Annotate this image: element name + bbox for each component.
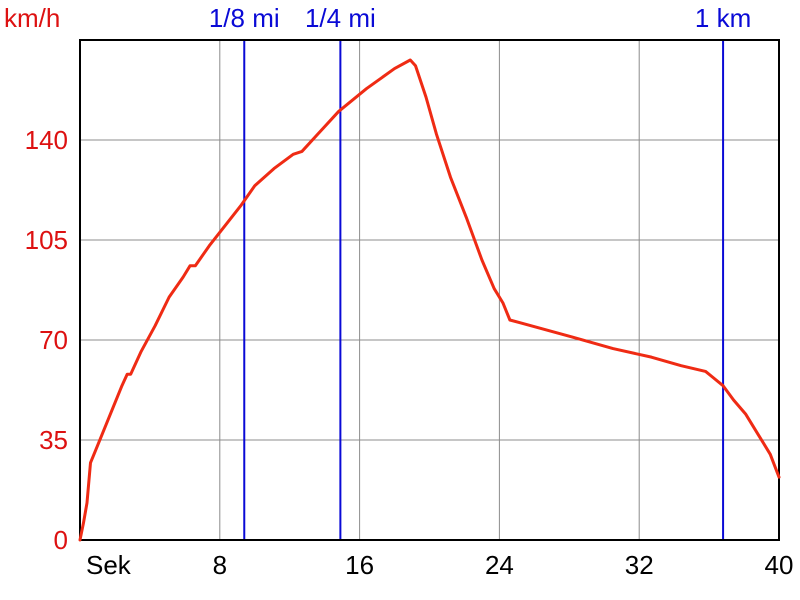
speed-data-point [140,350,142,353]
speed-data-point [86,502,88,504]
speed-data-point [571,336,574,338]
speed-data-point [711,376,714,378]
speed-data-point [502,302,504,304]
speed-data-point [273,167,275,170]
speed-data-point [435,133,438,136]
speed-data-point [182,276,184,278]
speed-data-point [778,476,780,478]
distance-marker-label: 1/8 mi [209,3,280,33]
speed-data-point [100,436,102,438]
speed-data-point [292,153,294,156]
x-tick-label: 8 [213,550,227,580]
speed-data-point [612,347,614,350]
distance-marker-layer [243,40,725,540]
speed-data-point [194,264,197,267]
plot-frame [79,39,780,541]
speed-data-point [129,373,132,376]
speed-data-point [82,522,85,524]
y-axis-title: km/h [4,3,60,33]
y-tick-label: 70 [39,325,68,355]
speed-data-point [744,413,747,416]
speed-data-point [509,319,511,321]
speed-data-point [449,176,452,178]
x-tick-label: 32 [625,550,654,580]
speed-data-point [704,370,707,373]
speed-data-point [208,244,211,247]
x-axis-title: Sek [86,550,132,580]
x-tick-label: 24 [485,550,514,580]
y-tick-label: 140 [25,125,68,155]
speed-data-point [253,184,256,187]
speed-data-point [126,373,128,376]
speed-data-point [301,150,303,153]
label-layer: km/h 1/8 mi 1/4 mi 1 km 0 35 70 105 140 Sek 8 16 24… [4,3,793,580]
speed-data-point [79,539,81,541]
speed-data-point [224,224,226,227]
speed-data-point [493,287,495,290]
speed-data-point [680,364,682,367]
speed-data-point [732,399,735,401]
speed-data-point [465,216,467,218]
speed-data-point [481,259,483,261]
speed-data-point [769,453,772,456]
speed-data-point [189,264,191,267]
distance-marker-label: 1 km [695,3,751,33]
distance-marker-label: 1/4 mi [305,3,376,33]
series-layer [78,58,781,542]
y-tick-label: 35 [39,425,68,455]
speed-series-line [78,58,781,542]
speed-data-point [414,64,417,67]
speed-data-point [337,110,340,113]
y-tick-label: 105 [25,225,68,255]
speed-data-point [239,204,242,207]
speed-data-point [365,87,368,90]
x-tick-label: 40 [765,550,794,580]
speed-data-point [121,384,123,387]
speed-data-point [154,324,156,327]
speed-data-point [519,322,522,324]
y-tick-label: 0 [54,525,68,555]
speed-data-point [757,433,759,436]
speed-data-point [540,327,543,330]
x-tick-label: 16 [345,550,374,580]
speed-data-point [93,453,95,456]
speed-data-point [409,59,412,61]
speed-data-point [110,410,113,413]
speed-data-point [425,96,427,98]
grid-layer [80,40,779,540]
speed-data-point [316,133,319,136]
speed-data-point [393,67,396,70]
speed-data-point [722,384,724,387]
speed-data-point [89,462,92,464]
speed-data-point [650,356,653,358]
speed-data-point [168,296,170,298]
